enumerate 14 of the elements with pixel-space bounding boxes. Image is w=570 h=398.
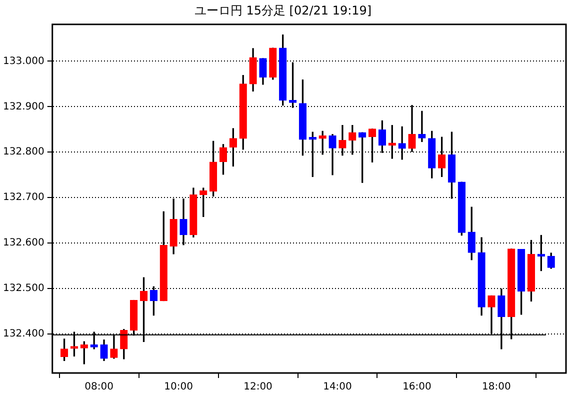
x-tick-label: 16:00 [402,382,432,393]
x-tick-label: 18:00 [482,382,511,393]
y-tick-label: 132.500 [2,283,44,294]
x-tick-label: 08:00 [84,382,114,393]
y-tick-label: 132.700 [2,192,44,204]
y-tick-label: 132.600 [2,238,44,249]
y-tick-label: 132.400 [2,328,44,340]
x-tick-label: 12:00 [244,382,272,393]
y-tick-label: 132.900 [2,101,44,112]
chart-title: ユーロ円 15分足 [02/21 19:19] [194,3,372,18]
x-tick-label: 10:00 [164,382,193,393]
x-tick-label: 14:00 [323,382,352,393]
y-tick-label: 133.000 [2,56,44,67]
y-tick-label: 132.800 [2,146,44,158]
